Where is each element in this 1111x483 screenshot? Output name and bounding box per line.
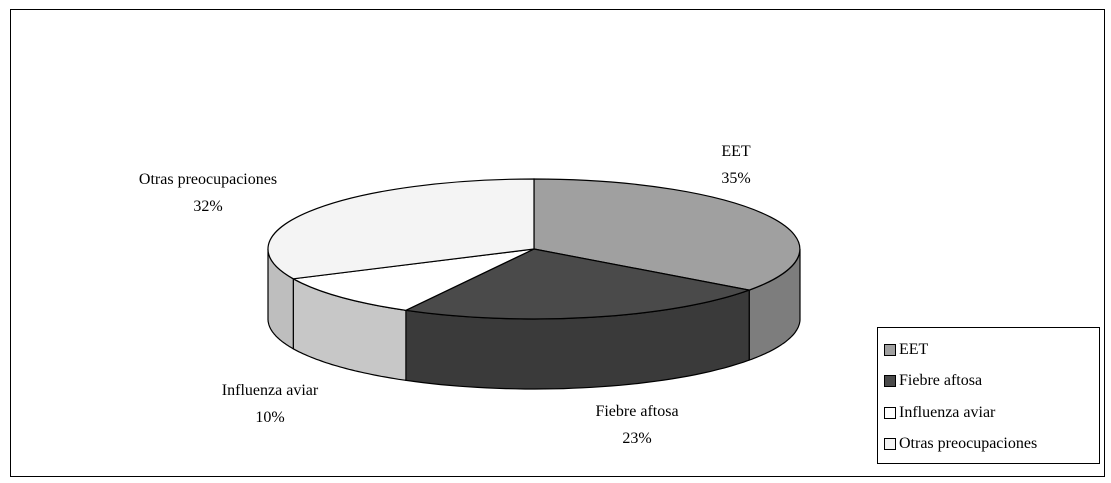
data-label-eet-value: 35% — [721, 170, 751, 187]
legend-swatch-otras-preocupaciones — [884, 438, 896, 451]
pie-slice-otras-preocupaciones — [267, 178, 535, 280]
legend-label-otras-preocupaciones: Otras preocupaciones — [899, 435, 1038, 453]
data-label-eet: EET 35% — [721, 138, 750, 192]
legend-swatch-influenza-aviar — [884, 406, 896, 419]
legend-label-fiebre-aftosa: Fiebre aftosa — [899, 372, 983, 390]
legend-item-fiebre-aftosa: Fiebre aftosa — [884, 366, 1099, 398]
data-label-otras-preocupaciones-value: 32% — [193, 198, 223, 215]
pie-slice-influenza-aviar — [291, 248, 535, 311]
legend-item-otras-preocupaciones: Otras preocupaciones — [884, 429, 1099, 461]
legend-item-eet: EET — [884, 334, 1099, 366]
legend-label-eet: EET — [899, 340, 929, 358]
legend-swatch-eet — [884, 343, 896, 356]
data-label-otras-preocupaciones-name: Otras preocupaciones — [138, 171, 278, 188]
legend-label-influenza-aviar: Influenza aviar — [899, 403, 996, 421]
data-label-fiebre-aftosa-name: Fiebre aftosa — [595, 403, 679, 420]
data-label-influenza-aviar: Influenza aviar 10% — [222, 377, 318, 431]
data-label-fiebre-aftosa-value: 23% — [622, 430, 652, 447]
legend: EET Fiebre aftosa Influenza aviar Otras … — [877, 327, 1100, 464]
data-label-otras-preocupaciones: Otras preocupaciones 32% — [139, 166, 277, 220]
pie-slice-fiebre-aftosa — [403, 248, 752, 320]
legend-swatch-fiebre-aftosa — [884, 375, 896, 388]
data-label-fiebre-aftosa: Fiebre aftosa 23% — [595, 398, 678, 452]
data-label-eet-name: EET — [721, 143, 751, 160]
data-label-influenza-aviar-value: 10% — [255, 409, 285, 426]
data-label-influenza-aviar-name: Influenza aviar — [221, 382, 319, 399]
legend-item-influenza-aviar: Influenza aviar — [884, 397, 1099, 429]
pie-slice-eet — [533, 178, 801, 291]
